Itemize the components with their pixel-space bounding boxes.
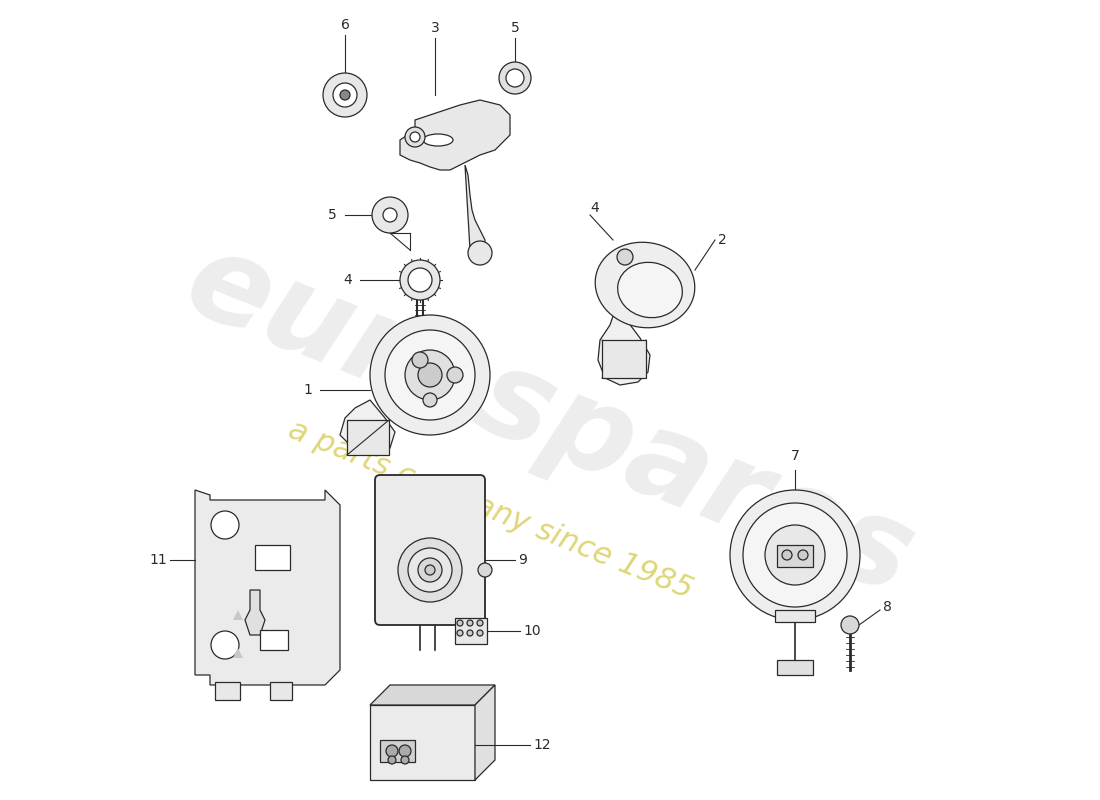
Circle shape: [372, 197, 408, 233]
Polygon shape: [195, 490, 340, 685]
Circle shape: [412, 352, 428, 368]
Polygon shape: [370, 685, 495, 705]
Circle shape: [388, 756, 396, 764]
Bar: [270, 682, 292, 700]
Circle shape: [410, 132, 420, 142]
Circle shape: [764, 525, 825, 585]
Bar: [455, 618, 487, 644]
Text: 4: 4: [591, 201, 600, 215]
Text: 12: 12: [534, 738, 551, 752]
Ellipse shape: [424, 134, 453, 146]
Circle shape: [798, 550, 808, 560]
Circle shape: [398, 538, 462, 602]
Circle shape: [386, 745, 398, 757]
Text: eurospares: eurospares: [169, 221, 931, 619]
Circle shape: [477, 630, 483, 636]
Circle shape: [418, 363, 442, 387]
Text: 11: 11: [150, 553, 167, 567]
Circle shape: [418, 558, 442, 582]
Ellipse shape: [595, 242, 695, 328]
Circle shape: [211, 631, 239, 659]
Circle shape: [617, 249, 632, 265]
Polygon shape: [370, 705, 475, 780]
Text: 2: 2: [718, 233, 727, 247]
Circle shape: [408, 548, 452, 592]
FancyBboxPatch shape: [375, 475, 485, 625]
Polygon shape: [475, 685, 495, 780]
Polygon shape: [400, 100, 510, 170]
Circle shape: [400, 260, 440, 300]
Circle shape: [468, 630, 473, 636]
Circle shape: [333, 83, 358, 107]
Circle shape: [730, 490, 860, 620]
Circle shape: [383, 208, 397, 222]
Circle shape: [842, 616, 859, 634]
Circle shape: [402, 756, 409, 764]
Circle shape: [478, 563, 492, 577]
Circle shape: [370, 315, 490, 435]
Bar: [214, 682, 240, 700]
Circle shape: [323, 73, 367, 117]
Text: 8: 8: [883, 600, 892, 614]
Text: 5: 5: [328, 208, 337, 222]
Text: 3: 3: [430, 21, 439, 35]
Bar: [776, 610, 815, 622]
Circle shape: [424, 393, 437, 407]
Text: 5: 5: [510, 21, 519, 35]
Text: 6: 6: [341, 18, 350, 32]
Text: 9: 9: [518, 553, 527, 567]
Polygon shape: [465, 165, 485, 255]
Circle shape: [782, 550, 792, 560]
Polygon shape: [245, 590, 265, 635]
Bar: [777, 660, 813, 675]
Circle shape: [456, 620, 463, 626]
Circle shape: [468, 241, 492, 265]
Bar: [260, 630, 288, 650]
Polygon shape: [340, 400, 395, 455]
Bar: [346, 420, 389, 455]
Circle shape: [385, 330, 475, 420]
Circle shape: [447, 367, 463, 383]
Circle shape: [340, 90, 350, 100]
Circle shape: [499, 62, 531, 94]
Bar: [379, 740, 415, 762]
Text: 4: 4: [343, 273, 352, 287]
Text: 10: 10: [522, 624, 540, 638]
Circle shape: [506, 69, 524, 87]
Bar: [777, 545, 813, 567]
Circle shape: [408, 268, 432, 292]
Circle shape: [405, 127, 425, 147]
Text: 7: 7: [791, 449, 800, 463]
Polygon shape: [233, 610, 243, 620]
Circle shape: [399, 745, 411, 757]
Circle shape: [425, 565, 435, 575]
Polygon shape: [233, 648, 243, 658]
Circle shape: [211, 511, 239, 539]
Circle shape: [405, 350, 455, 400]
Bar: [602, 340, 646, 378]
Bar: [255, 545, 290, 570]
Circle shape: [477, 620, 483, 626]
Circle shape: [742, 503, 847, 607]
Text: 1: 1: [304, 383, 312, 397]
Ellipse shape: [617, 262, 682, 318]
Circle shape: [456, 630, 463, 636]
Polygon shape: [598, 310, 650, 385]
Text: a parts company since 1985: a parts company since 1985: [284, 415, 696, 605]
Circle shape: [468, 620, 473, 626]
